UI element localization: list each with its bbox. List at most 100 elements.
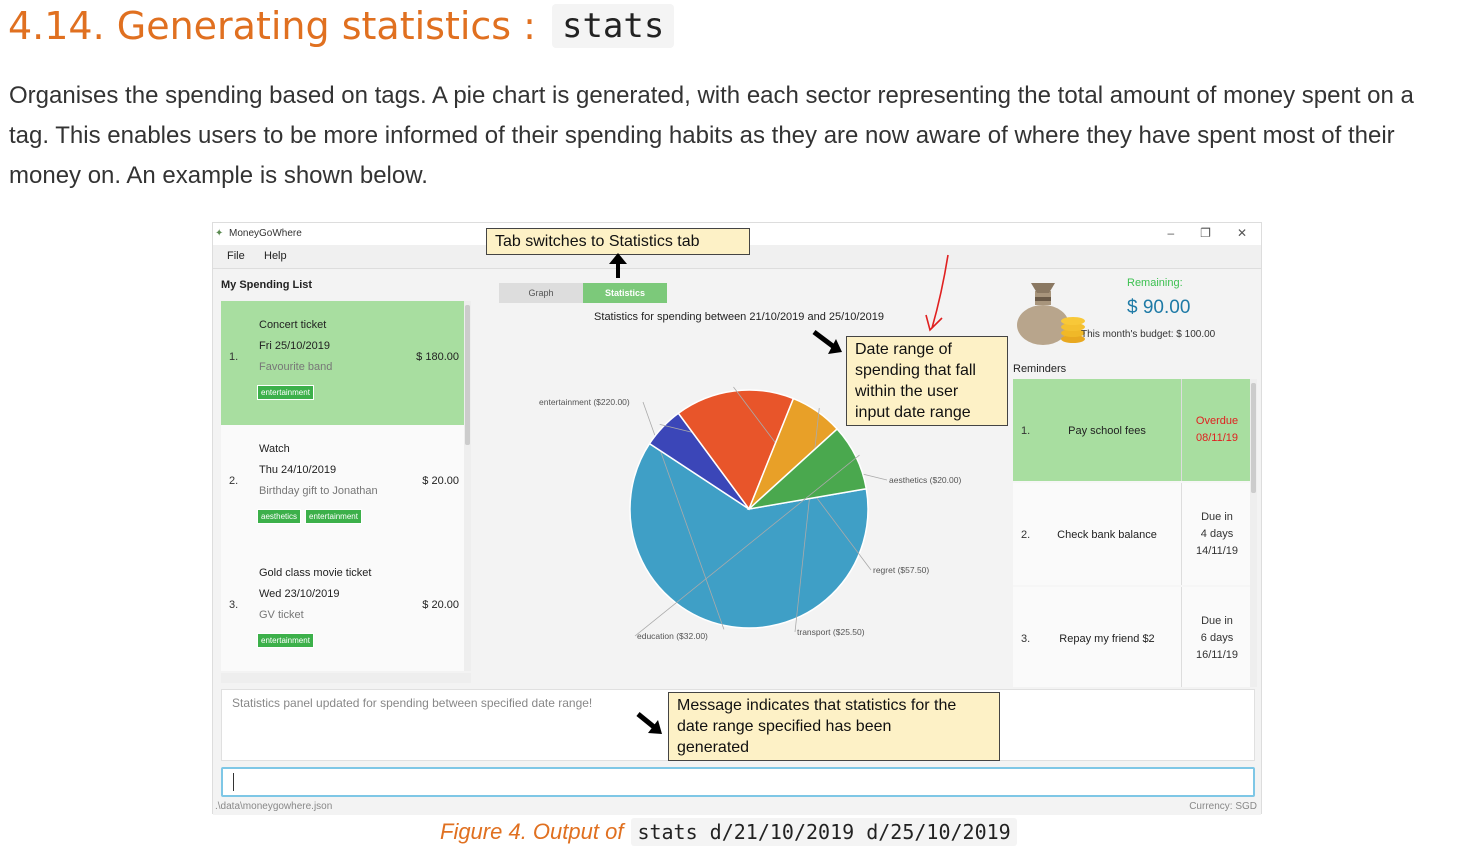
pie-label-education: education ($32.00) [637, 631, 708, 641]
callout-line: Message indicates that statistics for th… [677, 697, 957, 714]
spending-remark: Favourite band [259, 361, 333, 373]
pie-label-regret: regret ($57.50) [873, 565, 929, 575]
spending-name: Watch [259, 443, 290, 455]
spending-card[interactable]: 3. Gold class movie ticket Wed 23/10/201… [221, 549, 467, 671]
callout-line: date range specified has been [677, 718, 892, 735]
callout-line: within the user [855, 383, 959, 400]
reminder-divider [1181, 483, 1182, 585]
spending-date: Thu 24/10/2019 [259, 464, 337, 476]
spending-list-hscrollbar[interactable] [221, 673, 471, 683]
scrollbar-thumb[interactable] [1251, 383, 1256, 493]
spending-list-scrollbar[interactable] [464, 301, 471, 671]
menubar: File Help [213, 245, 1261, 269]
spending-tags: entertainment [257, 633, 314, 648]
spending-tags: aesthetics entertainment [257, 509, 362, 524]
reminder-due-line: 16/11/19 [1195, 648, 1238, 661]
reminder-due-line: 14/11/19 [1195, 544, 1238, 557]
app-logo-icon: ✦ [215, 228, 224, 239]
tab-graph[interactable]: Graph [499, 283, 583, 303]
reminder-card[interactable]: 1. Pay school fees Overdue 08/11/19 [1013, 379, 1251, 481]
reminder-due-line: Due in [1201, 510, 1233, 523]
window-controls: – ❐ ✕ [1167, 226, 1247, 240]
tag-badge: entertainment [257, 385, 314, 400]
tag-badge: aesthetics [257, 509, 302, 524]
callout-tab-text: Tab switches to Statistics tab [495, 233, 700, 250]
restore-icon[interactable]: ❐ [1200, 226, 1211, 240]
pie-label-leader [794, 407, 820, 633]
spending-list-label: My Spending List [221, 279, 313, 291]
close-icon[interactable]: ✕ [1236, 226, 1247, 240]
reminder-list[interactable]: 1. Pay school fees Overdue 08/11/19 2. C… [1013, 379, 1257, 687]
pie-chart: entertainment ($220.00) aesthetics ($20.0… [539, 386, 961, 641]
spending-remark: Birthday gift to Jonathan [259, 485, 378, 497]
menu-help[interactable]: Help [264, 250, 287, 262]
spending-list-panel: My Spending List 1. Concert ticket Fri 2… [221, 279, 479, 683]
spending-name: Concert ticket [259, 319, 327, 331]
money-bag-icon [1017, 283, 1085, 345]
reminder-list-scrollbar[interactable] [1250, 379, 1257, 687]
spending-cost: $ 20.00 [422, 599, 459, 611]
reminder-card[interactable]: 2. Check bank balance Due in 4 days 14/1… [1013, 483, 1251, 585]
callout-tab: Tab switches to Statistics tab [486, 228, 750, 255]
section-heading: 4.14. Generating statistics : stats [8, 0, 675, 52]
description-paragraph: Organises the spending based on tags. A … [9, 82, 1414, 189]
spending-cost: $ 20.00 [422, 475, 459, 487]
spending-card[interactable]: 1. Concert ticket Fri 25/10/2019 Favouri… [221, 301, 467, 425]
reminder-divider [1181, 379, 1182, 481]
panel-tabs: Graph Statistics [499, 283, 667, 303]
spending-name: Gold class movie ticket [259, 567, 372, 579]
budget-reminder-panel: Remaining: $ 90.00 This month's budget: … [1005, 269, 1261, 689]
monthly-budget: This month's budget: $ 100.00 [1081, 329, 1216, 340]
spending-date: Wed 23/10/2019 [259, 588, 340, 600]
reminder-index: 1. [1021, 425, 1031, 437]
callout-date-range: Date range of spending that fall within … [846, 336, 1008, 426]
spending-cost: $ 180.00 [416, 351, 459, 363]
tab-statistics[interactable]: Statistics [583, 283, 667, 303]
spending-remark: GV ticket [259, 609, 304, 621]
caption-text: Figure 4. Output of [440, 819, 624, 844]
pie-slice-regret [677, 389, 795, 511]
spending-card[interactable]: 2. Watch Thu 24/10/2019 Birthday gift to… [221, 425, 467, 549]
minimize-icon[interactable]: – [1167, 226, 1175, 240]
window-titlebar: ✦ MoneyGoWhere – ❐ ✕ [213, 223, 1261, 245]
result-message: Statistics panel updated for spending be… [232, 696, 593, 710]
reminders-label: Reminders [1013, 363, 1067, 375]
reminder-due-line: Overdue [1195, 415, 1239, 427]
status-file-path: .\data\moneygowhere.json [215, 801, 333, 812]
tag-badge: entertainment [305, 509, 362, 524]
spending-index: 3. [229, 599, 239, 611]
spending-date: Fri 25/10/2019 [259, 340, 330, 352]
callout-line: Date range of [855, 341, 952, 358]
tag-badge: entertainment [257, 633, 314, 648]
figure-caption: Figure 4. Output of stats d/21/10/2019 d… [440, 817, 1017, 847]
text-cursor [233, 773, 234, 791]
pie-label-leader [634, 454, 860, 637]
callout-message: Message indicates that statistics for th… [668, 692, 1000, 761]
reminder-due: Overdue 08/11/19 [1185, 379, 1249, 481]
callout-line: input date range [855, 404, 971, 421]
pie-slice-education [746, 427, 868, 511]
section-command-code: stats [551, 4, 675, 48]
pie-label-transport: transport ($25.50) [797, 627, 865, 637]
remaining-label: Remaining: [1127, 277, 1183, 289]
spending-tags: entertainment [257, 385, 314, 400]
reminder-due: Due in 6 days 16/11/19 [1185, 587, 1249, 687]
spending-list[interactable]: 1. Concert ticket Fri 25/10/2019 Favouri… [221, 301, 471, 671]
command-input[interactable] [221, 767, 1255, 797]
caption-command-code: stats d/21/10/2019 d/25/10/2019 [631, 818, 1017, 846]
section-title: 4.14. Generating statistics : [8, 4, 536, 48]
callout-line: spending that fall [855, 362, 976, 379]
reminder-card[interactable]: 3. Repay my friend $2 Due in 6 days 16/1… [1013, 587, 1251, 687]
reminder-due-line: Due in [1201, 614, 1233, 627]
pie-slice-entertainment [629, 442, 869, 629]
reminder-description: Check bank balance [1057, 529, 1157, 541]
status-currency: Currency: SGD [1189, 801, 1257, 812]
reminder-index: 3. [1021, 633, 1031, 645]
pie-label-entertainment: entertainment ($220.00) [539, 397, 630, 407]
menu-file[interactable]: File [227, 250, 245, 262]
reminder-description: Pay school fees [1068, 425, 1146, 437]
reminder-due-line: 08/11/19 [1195, 432, 1238, 444]
callout-line: generated [677, 739, 750, 756]
scrollbar-thumb[interactable] [465, 305, 470, 445]
statistics-heading: Statistics for spending between 21/10/20… [594, 311, 884, 323]
